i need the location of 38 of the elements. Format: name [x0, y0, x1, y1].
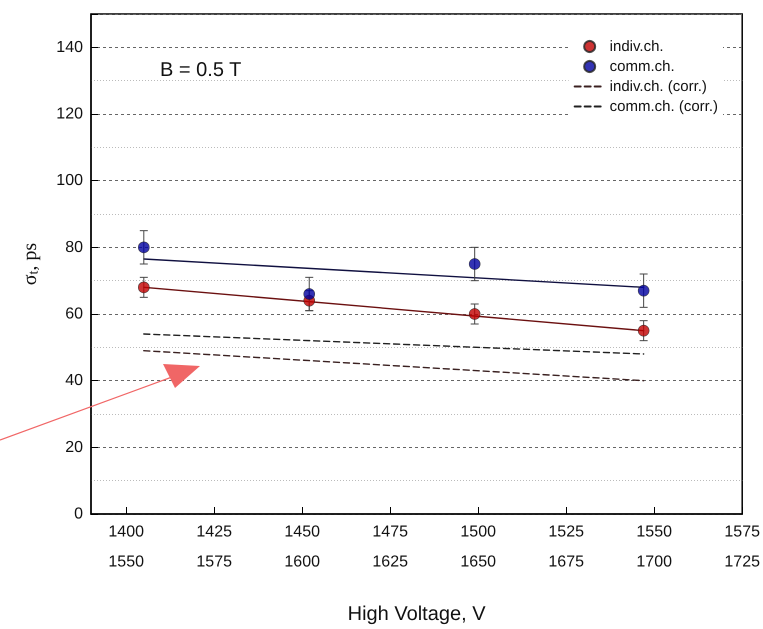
y-tick-label: 40 [65, 372, 84, 390]
y-tick-label: 120 [56, 106, 84, 122]
x2-tick-label: 1650 [460, 554, 496, 570]
x-tick-label: 1575 [724, 524, 760, 540]
annotation: B = 0.5 T [160, 59, 242, 81]
x-tick-label: 1525 [548, 524, 584, 540]
legend-label: indiv.ch. [610, 38, 664, 55]
x-tick-label: 1475 [372, 524, 408, 540]
x2-tick-label: 1725 [724, 554, 760, 570]
x2-tick-label: 1550 [108, 554, 144, 570]
legend-label: comm.ch. [610, 58, 675, 75]
x2-tick-label: 1600 [284, 554, 320, 570]
x-tick-label: 1400 [108, 524, 144, 540]
point [638, 324, 650, 336]
x2-tick-label: 1700 [636, 554, 672, 570]
y-tick-label: 60 [65, 306, 84, 322]
y-tick-label: 80 [65, 238, 84, 256]
legend-label: comm.ch. (corr.) [610, 98, 718, 115]
x2-tick-label: 1675 [548, 554, 584, 570]
point [303, 288, 316, 300]
point [468, 308, 480, 320]
point [138, 242, 150, 254]
legend-label: indiv.ch. (corr.) [610, 78, 707, 95]
y-tick-label: 100 [56, 172, 84, 190]
x-tick-label: 1450 [284, 524, 320, 540]
y-tick-label: 20 [65, 438, 84, 456]
y-tick-label: 0 [74, 506, 84, 522]
x2-tick-label: 1575 [196, 554, 232, 570]
y-axis-title: σt, ps [19, 242, 42, 286]
x-tick-label: 1500 [460, 524, 496, 540]
y-tick-label: 140 [56, 38, 84, 56]
x-tick-label: 1550 [636, 524, 672, 540]
x-tick-label: 1425 [196, 524, 232, 540]
x-axis-title: High Voltage, V [348, 603, 486, 625]
point [638, 284, 650, 296]
point [468, 258, 480, 270]
x2-tick-label: 1625 [372, 554, 408, 570]
point [138, 282, 150, 294]
